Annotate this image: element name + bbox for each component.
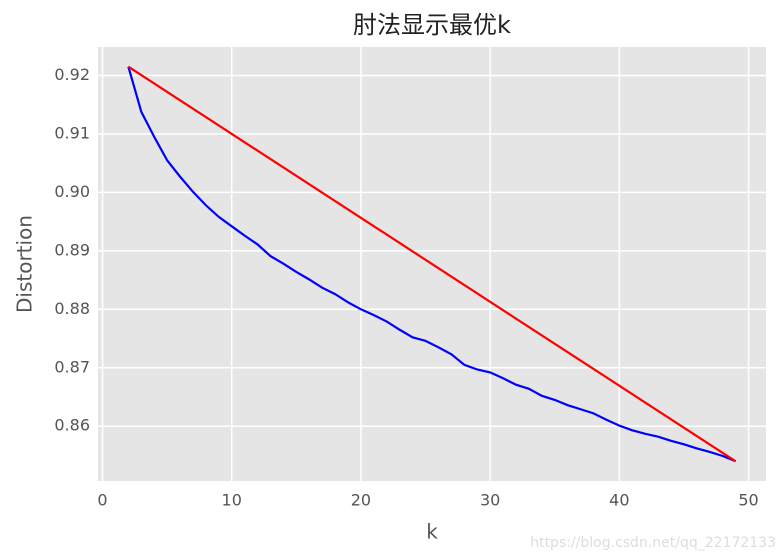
line bbox=[127, 66, 737, 463]
y-tick-label: 0.92 bbox=[54, 65, 90, 84]
x-tick-label: 30 bbox=[480, 491, 500, 510]
y-tick-label: 0.91 bbox=[54, 123, 90, 142]
line bbox=[127, 65, 737, 463]
y-tick-label: 0.88 bbox=[54, 299, 90, 318]
y-tick-label: 0.90 bbox=[54, 182, 90, 201]
y-axis-label: Distortion bbox=[13, 215, 37, 313]
x-tick-label: 40 bbox=[609, 491, 629, 510]
y-tick-label: 0.86 bbox=[54, 416, 90, 435]
x-tick-label: 0 bbox=[97, 491, 107, 510]
y-tick-label: 0.89 bbox=[54, 240, 90, 259]
y-tick-label: 0.87 bbox=[54, 357, 90, 376]
x-tick-label: 20 bbox=[351, 491, 371, 510]
chart-title: 肘法显示最优k bbox=[353, 11, 511, 39]
watermark: https://blog.csdn.net/qq_22172133 bbox=[530, 535, 776, 551]
x-tick-label: 50 bbox=[738, 491, 758, 510]
x-axis-label: k bbox=[426, 520, 438, 544]
x-tick-label: 10 bbox=[222, 491, 242, 510]
